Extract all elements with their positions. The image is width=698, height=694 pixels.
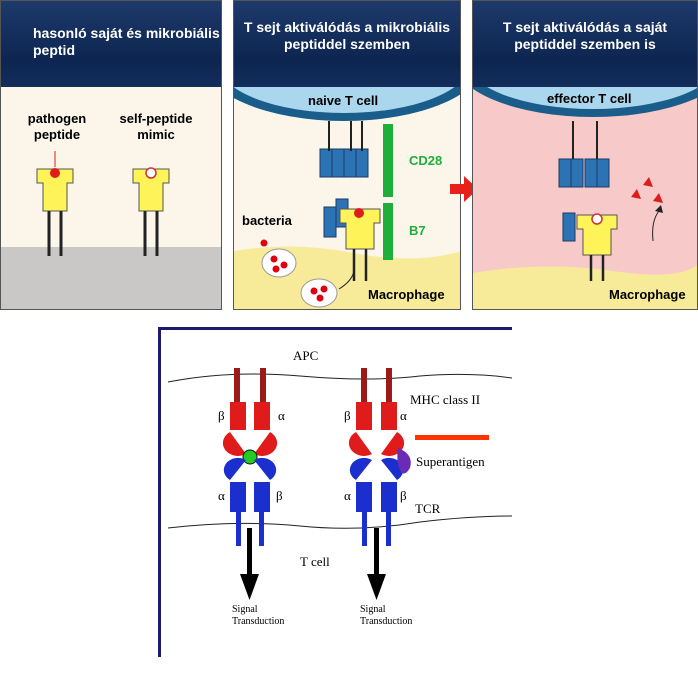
alpha-label-4: α <box>344 488 351 503</box>
effector-t-cell-label: effector T cell <box>547 91 632 106</box>
alpha-label-2: α <box>218 488 225 503</box>
beta-label-4: β <box>400 488 407 503</box>
panel-2-title: T sejt aktiválódás a mikrobiális peptidd… <box>234 1 460 87</box>
panel-1-illustration <box>1 87 221 309</box>
panel-3-title: T sejt aktiválódás a saját peptiddel sze… <box>473 1 697 87</box>
b7-bar <box>383 203 393 260</box>
panel-1-title: hasonló saját és mikrobiális peptid <box>1 1 221 87</box>
panel-similar-peptides: hasonló saját és mikrobiális peptid path… <box>0 0 222 310</box>
b7-label: B7 <box>409 223 426 238</box>
superantigen-label: Superantigen <box>416 454 485 469</box>
transition-arrow-icon <box>450 176 478 202</box>
mhc-molecule-pathogen <box>36 151 74 256</box>
bacteria-label: bacteria <box>242 213 292 228</box>
highlight-bar <box>415 435 489 440</box>
signal-label-2: Signal <box>360 604 386 615</box>
complex-normal <box>222 368 278 600</box>
macrophage-label: Macrophage <box>368 287 445 302</box>
complex-superantigen <box>348 368 411 600</box>
beta-label-3: β <box>344 408 351 423</box>
beta-label-1: β <box>218 408 225 423</box>
cd28-bar <box>383 124 393 197</box>
panel-microbial-activation: T sejt aktiválódás a mikrobiális peptidd… <box>233 0 461 310</box>
t-cell-label: T cell <box>300 554 330 569</box>
panel-self-activation: T sejt aktiválódás a saját peptiddel sze… <box>472 0 698 310</box>
self-peptide-label: self-peptide mimic <box>119 111 193 142</box>
mhc-molecule-self <box>132 167 170 256</box>
naive-t-cell-label: naive T cell <box>308 93 379 108</box>
tcr-label: TCR <box>415 501 441 516</box>
beta-label-2: β <box>276 488 283 503</box>
alpha-label-1: α <box>278 408 285 423</box>
transduction-label-2: Transduction <box>360 616 412 627</box>
cd28-label: CD28 <box>409 153 443 168</box>
alpha-label-3: α <box>400 408 407 423</box>
pathogen-peptide-label: pathogen peptide <box>27 111 87 142</box>
apc-label: APC <box>293 348 318 363</box>
macrophage-label-2: Macrophage <box>609 287 686 302</box>
transduction-label-1: Transduction <box>232 616 284 627</box>
signal-label-1: Signal <box>232 604 258 615</box>
superantigen-diagram-frame <box>158 327 512 657</box>
mhc-label: MHC class II <box>410 392 480 407</box>
superantigen-molecule <box>397 448 411 474</box>
